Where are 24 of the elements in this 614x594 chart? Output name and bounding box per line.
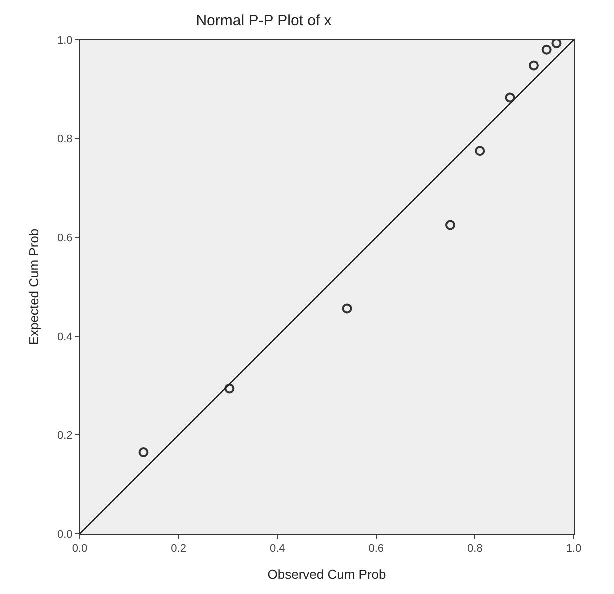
point — [138, 447, 149, 458]
chart-title: Normal P-P Plot of x — [196, 12, 332, 30]
y-tick-label: 0.8 — [58, 134, 73, 146]
x-tick-label: 0.6 — [368, 543, 384, 556]
x-tick-label: 0.2 — [171, 543, 186, 556]
point — [475, 146, 486, 156]
y-tick-label: 0.0 — [58, 528, 73, 541]
x-axis-title: Observed Cum Prob — [268, 566, 386, 582]
x-tick-label: 0.0 — [72, 543, 88, 556]
point — [552, 40, 562, 48]
point — [342, 304, 352, 314]
point — [446, 220, 456, 230]
x-tick-label: 0.8 — [468, 543, 483, 556]
y-tick-label: 1.0 — [58, 34, 73, 47]
y-tick-label: 0.6 — [58, 232, 73, 244]
point — [224, 384, 235, 394]
x-tick-label: 0.4 — [270, 543, 286, 556]
x-tick-label: 1.0 — [566, 543, 582, 556]
point — [528, 60, 539, 71]
point — [542, 44, 552, 55]
y-tick-label: 0.4 — [58, 331, 73, 344]
y-tick-label: 0.2 — [58, 430, 73, 442]
point — [505, 92, 516, 103]
y-axis-title: Expected Cum Prob — [26, 228, 42, 346]
